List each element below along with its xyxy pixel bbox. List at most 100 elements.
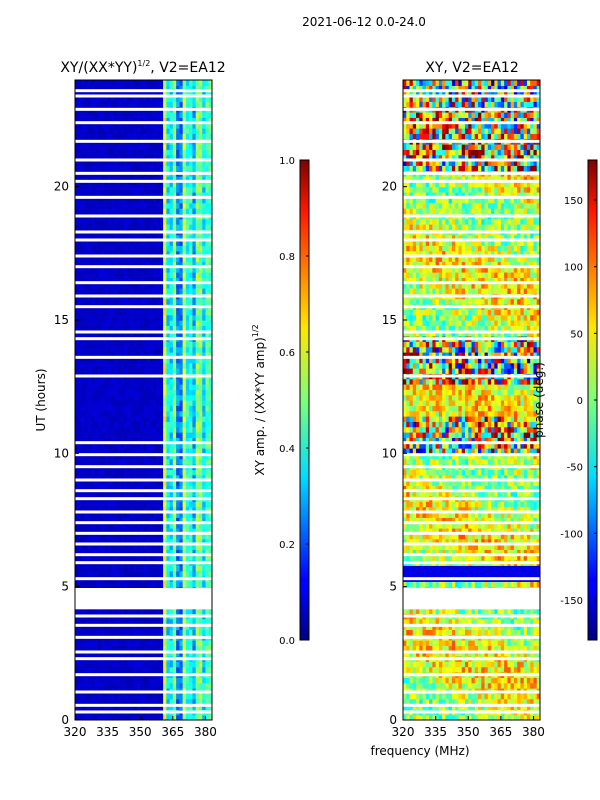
heatmap-cell [202, 549, 207, 556]
heatmap-cell [169, 282, 174, 289]
heatmap-cell [117, 570, 122, 577]
heatmap-cell [169, 480, 174, 486]
heatmap-cell [91, 528, 96, 534]
heatmap-cell [176, 325, 180, 332]
heatmap-cell [127, 640, 132, 646]
heatmap-cell [146, 405, 151, 412]
heatmap-cell [179, 133, 184, 140]
heatmap-cell [146, 661, 151, 668]
heatmap-cell [130, 682, 135, 689]
heatmap-cell [192, 405, 197, 412]
heatmap-cell [81, 704, 86, 710]
heatmap-cell [94, 341, 99, 348]
heatmap-cell [117, 90, 122, 97]
heatmap-cell [101, 202, 105, 209]
heatmap-cell [130, 277, 135, 284]
heatmap-cell [146, 501, 151, 508]
heatmap-cell [97, 421, 102, 428]
heatmap-cell [101, 122, 105, 129]
heatmap-cell [205, 245, 210, 252]
heatmap-cell [127, 624, 132, 630]
heatmap-cell [140, 101, 145, 108]
heatmap-cell [133, 101, 138, 108]
heatmap-cell [156, 693, 161, 700]
heatmap-cell [130, 144, 135, 150]
heatmap-cell [140, 320, 145, 326]
heatmap-cell [94, 245, 99, 252]
heatmap-cell [101, 197, 105, 204]
heatmap-cell [185, 432, 190, 438]
heatmap-cell [97, 160, 102, 166]
heatmap-cell [104, 640, 109, 646]
heatmap-cell [88, 346, 92, 353]
heatmap-cell [156, 261, 161, 268]
heatmap-cell [198, 645, 203, 652]
heatmap-cell [146, 480, 151, 486]
heatmap-cell [176, 640, 180, 646]
heatmap-cell [123, 474, 128, 481]
heatmap-cell [110, 154, 115, 161]
heatmap-cell [182, 357, 187, 364]
heatmap-cell [75, 282, 79, 289]
heatmap-cell [136, 234, 141, 241]
heatmap-cell [182, 405, 187, 412]
heatmap-cell [159, 117, 164, 124]
heatmap-cell [208, 544, 212, 550]
heatmap-cell [114, 416, 118, 422]
heatmap-cell [84, 357, 89, 364]
heatmap-cell [189, 266, 194, 273]
heatmap-cell [185, 384, 190, 390]
heatmap-cell [94, 298, 99, 305]
heatmap-cell [156, 298, 161, 305]
heatmap-cell [150, 277, 154, 284]
heatmap-cell [91, 128, 96, 134]
heatmap-cell [84, 85, 89, 92]
heatmap-cell [88, 144, 92, 150]
heatmap-cell [198, 704, 203, 710]
heatmap-cell [78, 298, 83, 305]
heatmap-cell [185, 442, 190, 449]
heatmap-cell [117, 144, 122, 150]
heatmap-cell [146, 101, 151, 108]
heatmap-cell [130, 282, 135, 289]
heatmap-cell [205, 250, 210, 257]
heatmap-cell [123, 405, 128, 412]
heatmap-cell [133, 288, 138, 294]
heatmap-cell [153, 224, 158, 230]
heatmap-cell [205, 608, 210, 614]
heatmap-cell [136, 85, 141, 92]
heatmap-cell [133, 85, 138, 92]
heatmap-cell [205, 320, 210, 326]
heatmap-cell [88, 650, 92, 657]
heatmap-cell [205, 400, 210, 406]
heatmap-cell [97, 581, 102, 588]
heatmap-cell [205, 378, 210, 385]
heatmap-cell [198, 714, 203, 720]
heatmap-cell [94, 133, 99, 140]
heatmap-cell [198, 640, 203, 646]
heatmap-cell [159, 474, 164, 481]
heatmap-cell [189, 410, 194, 417]
heatmap-cell [130, 122, 135, 129]
heatmap-cell [143, 426, 148, 433]
heatmap-cell [75, 608, 79, 614]
heatmap-cell [189, 645, 194, 652]
heatmap-cell [166, 608, 171, 614]
heatmap-cell [81, 677, 86, 684]
heatmap-cell [189, 490, 194, 497]
heatmap-cell [185, 704, 190, 710]
heatmap-cell [185, 357, 190, 364]
heatmap-cell [110, 218, 115, 225]
heatmap-cell [140, 266, 145, 273]
heatmap-cell [205, 645, 210, 652]
heatmap-cell [143, 202, 148, 209]
heatmap-cell [127, 240, 132, 246]
heatmap-cell [136, 122, 141, 129]
heatmap-cell [172, 176, 177, 182]
heatmap-cell [192, 346, 197, 353]
heatmap-cell [205, 117, 210, 124]
heatmap-cell [81, 512, 86, 518]
heatmap-cell [78, 704, 83, 710]
heatmap-cell [169, 272, 174, 278]
heatmap-cell [153, 309, 158, 316]
